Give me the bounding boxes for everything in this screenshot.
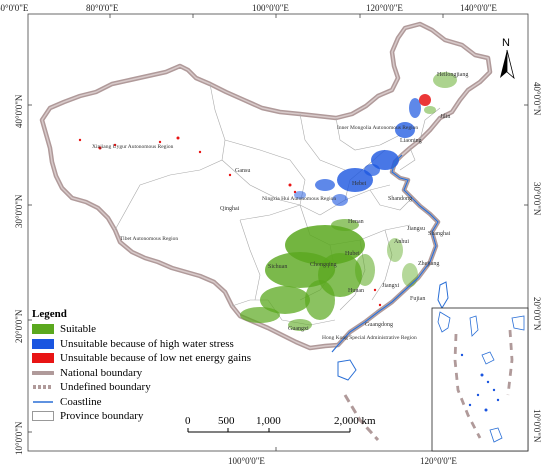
national-boundary-inner xyxy=(41,23,491,349)
scale-tick-2000: 2,000 km xyxy=(334,415,376,427)
label-shandong: Shandong xyxy=(388,196,412,202)
legend-item-coastline: Coastline xyxy=(32,395,282,410)
legend-item-suitable: Suitable xyxy=(32,322,282,337)
label-jilin: Jilin xyxy=(440,114,450,120)
right-label-10n: 10°0'0"N xyxy=(532,409,542,443)
label-henan: Henan xyxy=(348,219,364,225)
top-label-100e: 100°0'0"E xyxy=(252,3,289,13)
undefined-boundary xyxy=(343,394,380,442)
north-arrow-label: N xyxy=(502,37,510,49)
label-shanghai: Shanghai xyxy=(428,231,451,237)
top-label-60e: 60°0'0"E xyxy=(0,3,29,13)
taiwan-island xyxy=(437,281,449,310)
label-qinghai: Qinghai xyxy=(220,206,240,212)
label-zhejiang: Zhejiang xyxy=(418,261,439,267)
left-label-20n: 20°0'0"N xyxy=(14,309,24,343)
legend-swatch-low-energy xyxy=(32,353,54,364)
right-label-40n: 40°0'0"N xyxy=(532,82,542,116)
label-hebei: Hebei xyxy=(352,181,367,187)
label-inner-mongolia: Inner Mongolia Autonomous Region xyxy=(337,125,418,131)
hainan-island xyxy=(337,359,357,381)
legend-label-low-energy: Unsuitable because of low net energy gai… xyxy=(60,352,252,365)
label-xinjiang: Xinjiang Uygur Autonomous Region xyxy=(92,144,174,150)
scale-tick-1000: 1,000 xyxy=(256,415,281,427)
scale-tick-500: 500 xyxy=(218,415,235,427)
right-label-20n: 20°0'0"N xyxy=(532,297,542,331)
legend-swatch-province-boundary xyxy=(32,411,54,422)
legend-swatch-water-stress xyxy=(32,338,54,349)
legend: Legend Suitable Unsuitable because of hi… xyxy=(31,308,282,424)
left-label-10n: 10°0'0"N xyxy=(14,421,24,455)
left-label-30n: 30°0'0"N xyxy=(14,194,24,228)
label-guangdong: Guangdong xyxy=(365,322,393,328)
label-sichuan: Sichuan xyxy=(268,264,287,270)
north-arrow: N xyxy=(500,37,515,80)
label-chongqing: Chongqing xyxy=(310,262,337,268)
legend-label-province-boundary: Province boundary xyxy=(60,410,144,423)
legend-item-water-stress: Unsuitable because of high water stress xyxy=(32,337,282,352)
legend-label-suitable: Suitable xyxy=(60,323,97,336)
suitable-areas xyxy=(240,72,457,331)
legend-item-national-boundary: National boundary xyxy=(31,366,282,381)
label-hubei: Hubei xyxy=(345,251,360,257)
top-label-120e: 120°0'0"E xyxy=(366,3,403,13)
legend-swatch-national-boundary xyxy=(31,368,55,378)
scale-tick-0: 0 xyxy=(185,415,191,427)
legend-label-coastline: Coastline xyxy=(60,395,102,408)
label-jiangxi: Jiangxi xyxy=(382,283,400,289)
legend-label-water-stress: Unsuitable because of high water stress xyxy=(60,337,234,350)
label-gansu: Gansu xyxy=(235,168,250,174)
legend-title: Legend xyxy=(32,308,67,320)
label-anhui: Anhui xyxy=(394,239,409,245)
bottom-label-120e: 120°0'0"E xyxy=(420,456,457,466)
scale-bar: 0 500 1,000 2,000 km xyxy=(185,415,376,433)
south-china-sea-inset xyxy=(431,307,529,452)
label-tibet: Tibet Autonomous Region xyxy=(120,236,178,242)
label-fujian: Fujian xyxy=(410,296,425,302)
label-jiangsu: Jiangsu xyxy=(407,226,425,232)
low-energy-areas xyxy=(78,94,431,307)
legend-item-low-energy: Unsuitable because of low net energy gai… xyxy=(32,351,282,366)
label-hong-kong: Hong Kong Special Administrative Region xyxy=(322,335,417,341)
legend-item-undefined-boundary: Undefined boundary xyxy=(32,380,282,395)
label-heilongjiang: Heilongjiang xyxy=(437,72,468,78)
label-liaoning: Liaoning xyxy=(400,138,422,144)
legend-item-province-boundary: Province boundary xyxy=(32,409,282,424)
legend-label-undefined-boundary: Undefined boundary xyxy=(60,381,151,394)
legend-swatch-undefined-boundary xyxy=(32,382,54,392)
label-hunan: Hunan xyxy=(348,288,364,294)
legend-swatch-suitable xyxy=(32,324,54,335)
label-ningxia: Ningxia Hui Autonomous Region xyxy=(262,196,336,202)
top-label-80e: 80°0'0"E xyxy=(86,3,119,13)
right-label-30n: 30°0'0"N xyxy=(532,182,542,216)
water-stress-areas xyxy=(294,98,421,206)
legend-swatch-coastline xyxy=(32,397,54,407)
label-guangxi: Guangxi xyxy=(288,326,309,332)
top-label-140e: 140°0'0"E xyxy=(460,3,497,13)
bottom-label-100e: 100°0'0"E xyxy=(228,456,265,466)
legend-label-national-boundary: National boundary xyxy=(60,366,143,379)
coastline xyxy=(331,154,439,353)
left-label-40n: 40°0'0"N xyxy=(14,94,24,128)
